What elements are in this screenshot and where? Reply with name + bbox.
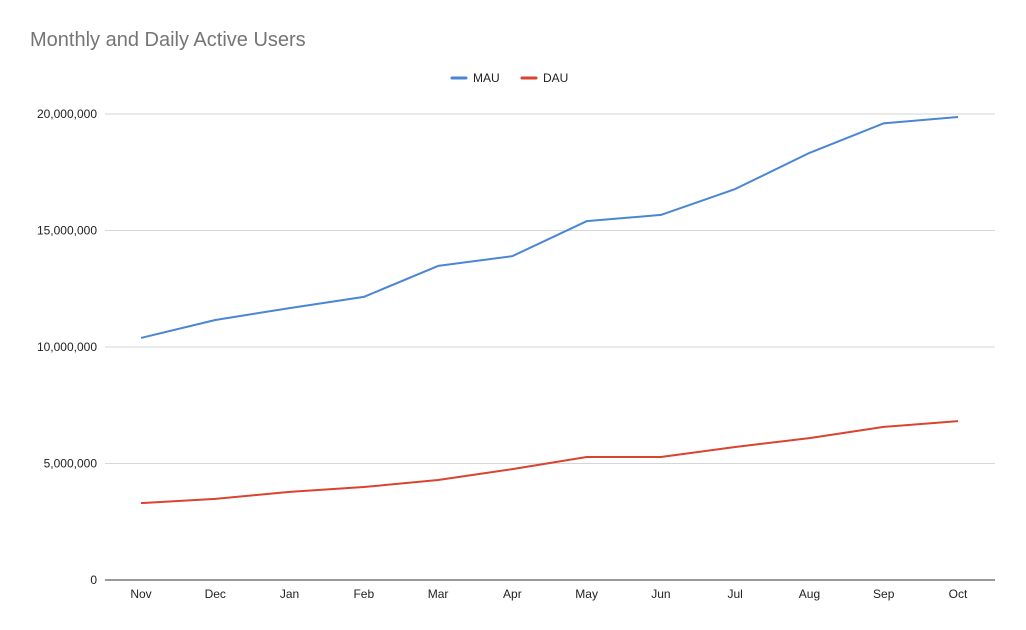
y-axis-ticks: 0 5,000,000 10,000,000 15,000,000 20,000,000 xyxy=(37,107,97,587)
x-tick-label: Jul xyxy=(728,587,743,601)
x-axis-ticks: Nov Dec Jan Feb Mar Apr May Jun Jul Aug Sep Oct xyxy=(130,587,968,601)
legend-label-dau: DAU xyxy=(543,71,568,85)
y-tick-label: 15,000,000 xyxy=(37,224,97,238)
x-tick-label: Feb xyxy=(353,587,374,601)
x-tick-label: May xyxy=(575,587,598,601)
x-tick-label: Mar xyxy=(428,587,449,601)
x-tick-label: Sep xyxy=(873,587,895,601)
gridlines xyxy=(105,113,995,581)
series-line-mau xyxy=(140,116,959,339)
y-tick-label: 0 xyxy=(90,573,97,587)
x-tick-label: Jan xyxy=(280,587,299,601)
x-tick-label: Nov xyxy=(130,587,151,601)
x-tick-label: Aug xyxy=(799,587,820,601)
chart-title: Monthly and Daily Active Users xyxy=(30,29,306,51)
series-lines xyxy=(140,116,959,505)
x-tick-label: Dec xyxy=(205,587,226,601)
legend-label-mau: MAU xyxy=(473,71,500,85)
x-tick-label: Apr xyxy=(503,587,522,601)
legend: MAU DAU xyxy=(450,71,568,85)
x-tick-label: Oct xyxy=(949,587,968,601)
x-tick-label: Jun xyxy=(651,587,670,601)
y-tick-label: 20,000,000 xyxy=(37,107,97,121)
y-tick-label: 5,000,000 xyxy=(44,457,98,471)
series-line-dau xyxy=(140,420,959,505)
y-tick-label: 10,000,000 xyxy=(37,340,97,354)
